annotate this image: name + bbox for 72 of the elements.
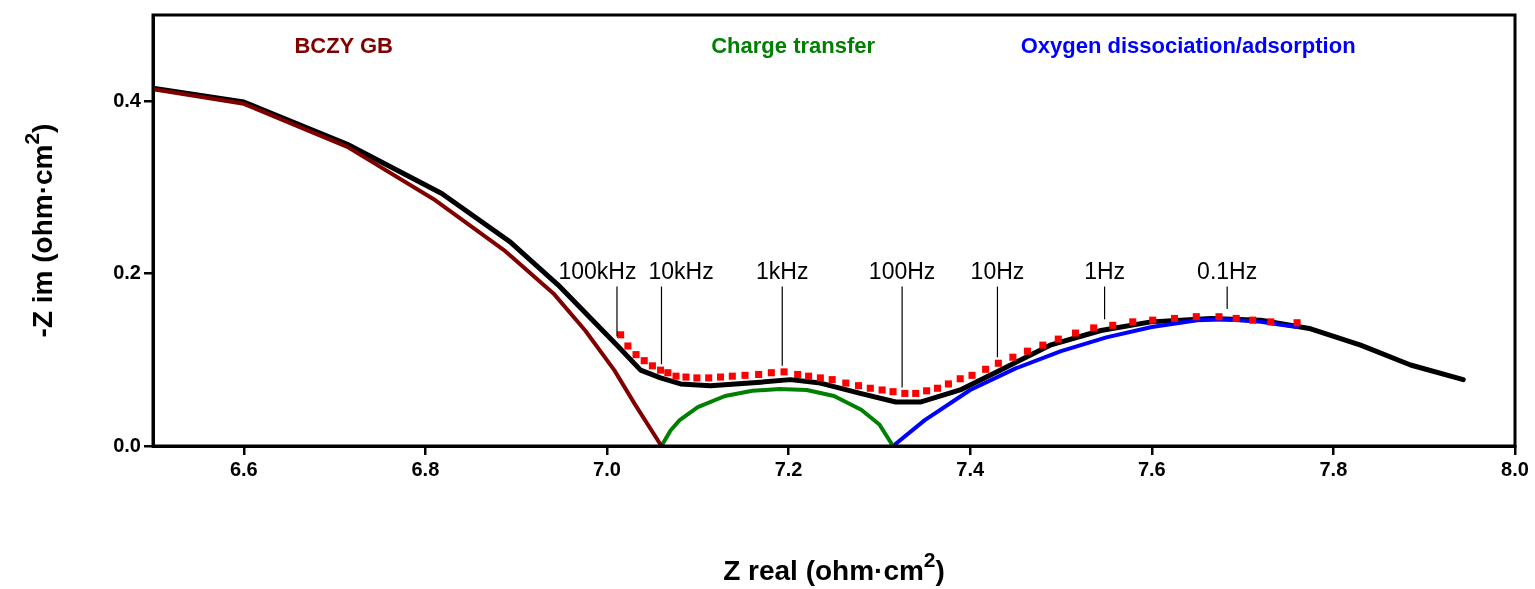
point [1149, 316, 1157, 324]
point [805, 372, 813, 380]
point [901, 389, 909, 397]
point [640, 357, 648, 365]
point [1039, 341, 1047, 349]
point [1249, 316, 1257, 324]
point [1267, 318, 1275, 326]
point [767, 369, 775, 377]
x-tick-label: 6.8 [411, 457, 440, 480]
point [912, 389, 920, 397]
annotation: 1kHz [756, 257, 809, 284]
point [842, 379, 850, 387]
annotation: 0.1Hz [1197, 257, 1258, 284]
text: Oxygen dissociation/adsorption [1020, 33, 1356, 58]
y-axis-title: -Z im (ohm·cm2) [20, 123, 58, 338]
point [794, 370, 802, 378]
y-tick-label: 0.2 [113, 261, 141, 284]
point [1192, 313, 1200, 321]
point [657, 366, 665, 374]
point [664, 369, 672, 377]
x-tick-label: 7.8 [1319, 457, 1348, 480]
point [1109, 321, 1117, 329]
text: BCZY GB [294, 33, 393, 58]
point [648, 362, 656, 370]
annotation: 1Hz [1084, 257, 1126, 284]
point [1129, 318, 1137, 326]
point [854, 382, 863, 390]
annotation: 100kHz [558, 257, 637, 284]
point [1054, 335, 1062, 343]
point [716, 373, 725, 381]
point [1023, 347, 1031, 355]
point [994, 359, 1002, 367]
point [624, 342, 632, 350]
point [682, 373, 690, 381]
point [1293, 319, 1301, 327]
point [878, 386, 886, 394]
point [741, 371, 749, 379]
point [944, 380, 952, 388]
annotation: 10Hz [970, 257, 1025, 284]
point [816, 374, 824, 382]
point [755, 370, 763, 378]
point [982, 365, 990, 373]
point [705, 374, 713, 382]
point [1215, 313, 1223, 321]
point [1090, 324, 1098, 332]
y-tick-label: 0.4 [113, 88, 142, 111]
point [1170, 314, 1179, 322]
point [728, 372, 736, 380]
x-tick-label: 7.0 [593, 457, 621, 480]
point [1232, 314, 1240, 322]
point [672, 372, 680, 380]
x-tick-label: 6.6 [229, 457, 258, 480]
point [968, 371, 976, 379]
point [828, 376, 836, 384]
point [956, 375, 964, 383]
point [889, 388, 897, 396]
point [923, 387, 931, 395]
point [780, 368, 788, 376]
point [866, 384, 874, 392]
text: Charge transfer [711, 33, 876, 58]
y-tick-label: 0.0 [113, 433, 141, 456]
annotation: 100Hz [868, 257, 936, 284]
point [1071, 329, 1080, 337]
x-tick-label: 8.0 [1501, 457, 1529, 480]
point [632, 351, 640, 359]
x-tick-label: 7.4 [956, 457, 985, 480]
point [693, 374, 701, 382]
point [1009, 353, 1017, 361]
x-tick-label: 7.6 [1137, 457, 1166, 480]
point [933, 384, 942, 392]
annotation: 10kHz [648, 257, 714, 284]
x-tick-label: 7.2 [774, 457, 803, 480]
